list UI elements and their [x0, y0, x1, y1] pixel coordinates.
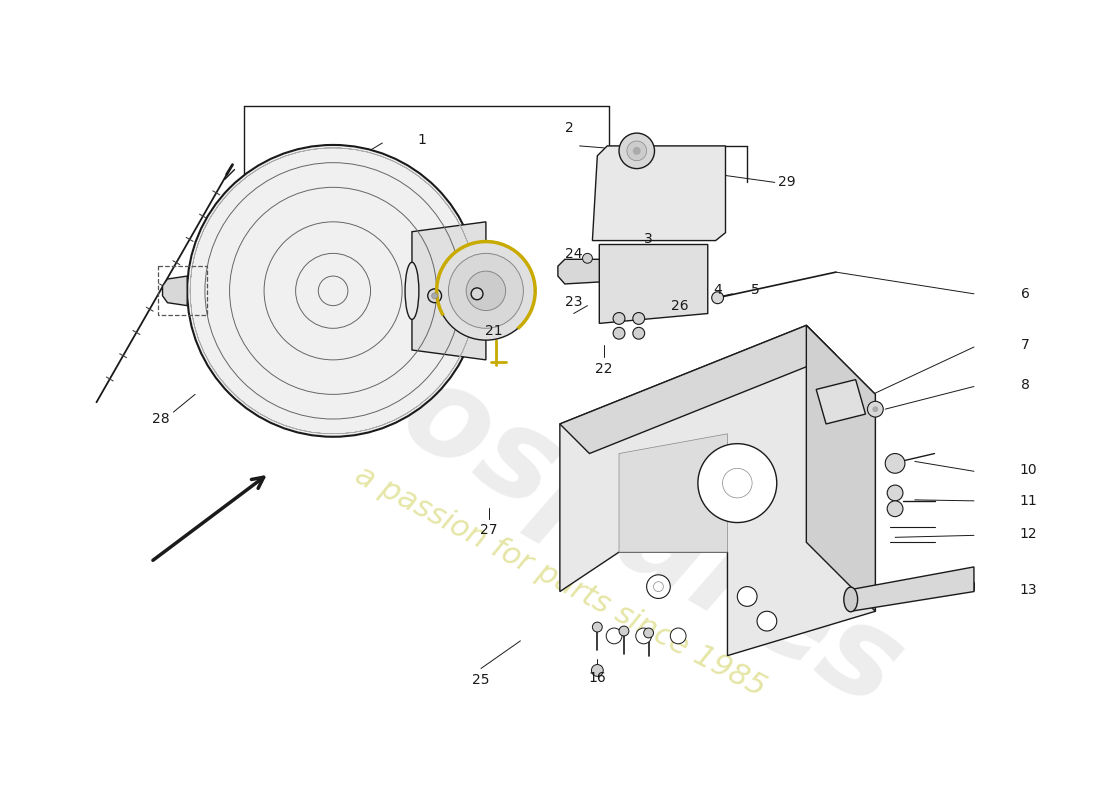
Text: 13: 13 — [1020, 582, 1037, 597]
Text: 26: 26 — [671, 298, 689, 313]
Circle shape — [697, 444, 777, 522]
Polygon shape — [593, 146, 726, 241]
Circle shape — [886, 454, 905, 474]
Circle shape — [647, 574, 670, 598]
Text: 23: 23 — [565, 294, 582, 309]
Circle shape — [619, 626, 629, 636]
Text: eurospares: eurospares — [177, 233, 923, 733]
Circle shape — [613, 313, 625, 324]
Text: 28: 28 — [152, 412, 169, 426]
Polygon shape — [163, 276, 187, 306]
Circle shape — [613, 327, 625, 339]
Text: 3: 3 — [645, 231, 653, 246]
Circle shape — [632, 327, 645, 339]
Text: 25: 25 — [472, 674, 490, 687]
Circle shape — [627, 141, 647, 161]
Circle shape — [712, 292, 724, 304]
Circle shape — [619, 133, 654, 169]
Text: 16: 16 — [588, 671, 606, 686]
Text: 8: 8 — [1021, 378, 1030, 391]
Text: 7: 7 — [1021, 338, 1030, 352]
Ellipse shape — [844, 587, 858, 612]
Ellipse shape — [405, 262, 419, 319]
Text: 22: 22 — [595, 362, 613, 376]
Polygon shape — [560, 326, 876, 656]
Text: 2: 2 — [565, 121, 574, 135]
Text: 4: 4 — [713, 283, 722, 297]
Bar — [157, 266, 207, 315]
Polygon shape — [558, 259, 600, 284]
Circle shape — [632, 147, 640, 154]
Text: 24: 24 — [565, 247, 582, 262]
Circle shape — [471, 288, 483, 300]
Circle shape — [670, 628, 686, 644]
Text: 21: 21 — [485, 324, 503, 338]
Polygon shape — [850, 567, 974, 611]
Text: 12: 12 — [1020, 527, 1037, 542]
Polygon shape — [806, 326, 876, 611]
Circle shape — [757, 611, 777, 631]
Circle shape — [466, 271, 506, 310]
Circle shape — [449, 254, 524, 328]
Polygon shape — [619, 434, 727, 552]
Circle shape — [632, 313, 645, 324]
Polygon shape — [560, 326, 836, 454]
Text: 6: 6 — [1021, 287, 1030, 301]
Text: 11: 11 — [1020, 494, 1037, 508]
Circle shape — [437, 242, 536, 340]
Circle shape — [644, 628, 653, 638]
Circle shape — [428, 289, 441, 302]
Circle shape — [593, 622, 603, 632]
Circle shape — [737, 586, 757, 606]
Text: 29: 29 — [778, 175, 795, 190]
Circle shape — [872, 406, 878, 412]
Circle shape — [868, 402, 883, 417]
Text: 1: 1 — [417, 133, 427, 147]
Circle shape — [187, 145, 478, 437]
Ellipse shape — [477, 258, 495, 324]
Circle shape — [592, 665, 603, 676]
Text: 10: 10 — [1020, 463, 1037, 478]
Polygon shape — [816, 379, 866, 424]
Circle shape — [583, 254, 593, 263]
Circle shape — [431, 293, 438, 298]
Circle shape — [636, 628, 651, 644]
Polygon shape — [600, 245, 707, 323]
Circle shape — [888, 501, 903, 517]
Circle shape — [606, 628, 621, 644]
Polygon shape — [412, 222, 486, 360]
Text: 27: 27 — [480, 523, 497, 538]
Text: 5: 5 — [750, 283, 759, 297]
Text: a passion for parts since 1985: a passion for parts since 1985 — [350, 461, 770, 702]
Circle shape — [888, 485, 903, 501]
